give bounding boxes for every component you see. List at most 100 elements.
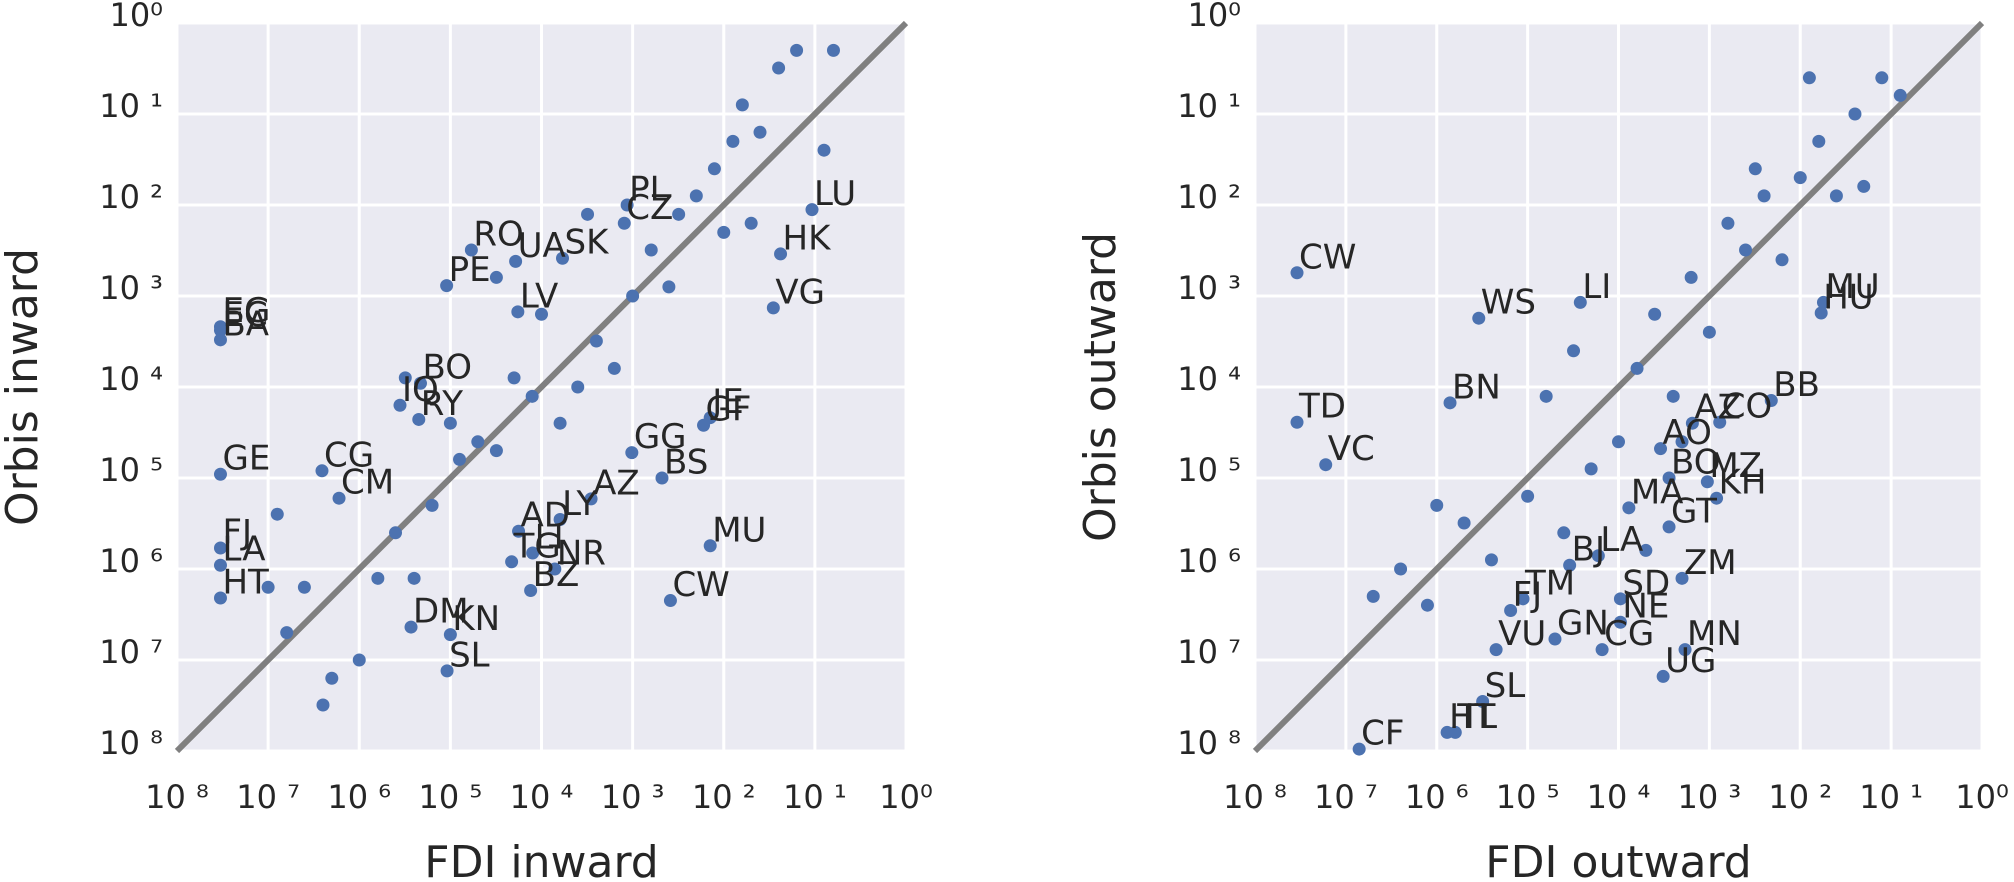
point-label: EC	[222, 295, 267, 335]
point-label: SL	[449, 635, 490, 675]
point-label: SK	[564, 223, 610, 263]
point	[512, 524, 526, 538]
point	[655, 471, 669, 485]
point-label: IQ	[402, 370, 439, 410]
point	[325, 671, 339, 685]
point	[1757, 189, 1771, 203]
point-label: BO	[422, 348, 472, 388]
point	[817, 143, 831, 157]
point	[584, 492, 598, 506]
y-tick-label: 10 ⁷	[1177, 633, 1241, 671]
point-label: AZ	[593, 463, 640, 503]
point	[717, 225, 731, 239]
point	[213, 591, 227, 605]
point-label: VU	[1498, 614, 1546, 654]
point	[525, 389, 539, 403]
point	[1775, 253, 1789, 267]
point	[805, 203, 819, 217]
point-label: WS	[1481, 283, 1536, 323]
point-label: CW	[1299, 237, 1356, 277]
point	[581, 207, 595, 221]
point	[571, 380, 585, 394]
point	[1352, 742, 1366, 756]
point-label: LV	[520, 276, 558, 316]
point	[617, 216, 631, 230]
point-label: TG	[513, 526, 561, 566]
point	[505, 555, 519, 569]
point	[735, 98, 749, 112]
x-tick-label: 10 ¹	[783, 778, 847, 816]
x-tick-label: 10⁰	[1955, 778, 2009, 816]
point	[526, 546, 540, 560]
y-tick-label: 10 ³	[99, 269, 163, 307]
point-label: HT	[1449, 697, 1496, 737]
point-label: SD	[1622, 563, 1670, 603]
y-tick-label: 10 ⁶	[99, 542, 163, 580]
point-label: BJ	[1572, 530, 1605, 570]
point	[1613, 615, 1627, 629]
point-label: GE	[222, 439, 270, 479]
point	[1802, 71, 1816, 85]
x-tick-label: 10 ⁶	[327, 778, 391, 816]
point-label: CZ	[626, 188, 673, 228]
point-label: CO	[1722, 387, 1773, 427]
point	[626, 289, 640, 303]
point	[1639, 543, 1653, 557]
point-label: UG	[1665, 641, 1716, 681]
point	[507, 371, 521, 385]
point-label: FJ	[222, 513, 252, 553]
point	[826, 43, 840, 57]
point	[1591, 549, 1605, 563]
y-tick-label: 10 ³	[1177, 269, 1241, 307]
point	[1814, 306, 1828, 320]
point	[662, 280, 676, 294]
point	[689, 189, 703, 203]
point-label: PE	[449, 250, 491, 290]
point-label: HU	[1823, 278, 1873, 318]
point-label: GG	[634, 417, 687, 457]
x-tick-label: 10 ⁷	[236, 778, 300, 816]
point	[1420, 598, 1434, 612]
x-tick-label: 10 ¹	[1859, 778, 1923, 816]
point	[774, 247, 788, 261]
point	[772, 61, 786, 75]
x-tick-label: 10⁰	[879, 778, 933, 816]
y-axis-label: Orbis outward	[1075, 232, 1126, 542]
point	[672, 207, 686, 221]
point	[744, 216, 758, 230]
point	[511, 305, 525, 319]
point	[213, 558, 227, 572]
point	[440, 664, 454, 678]
point	[1648, 307, 1662, 321]
point	[371, 571, 385, 585]
y-tick-label: 10⁰	[109, 0, 163, 34]
y-tick-label: 10 ⁴	[1177, 360, 1241, 398]
point	[407, 571, 421, 585]
point	[1584, 462, 1598, 476]
point	[644, 243, 658, 257]
point-label: ZM	[1684, 543, 1737, 583]
y-tick-label: 10 ⁵	[99, 451, 163, 489]
point-label: LI	[1582, 267, 1611, 307]
point-label: PL	[629, 170, 669, 210]
y-tick-label: 10 ⁸	[99, 724, 163, 762]
point	[555, 251, 569, 265]
point	[1448, 725, 1462, 739]
point-label: LU	[814, 174, 856, 214]
point	[1893, 88, 1907, 102]
point	[1656, 669, 1670, 683]
point	[707, 162, 721, 176]
point-label: MA	[1631, 472, 1684, 512]
point	[1675, 435, 1689, 449]
point	[1319, 458, 1333, 472]
point-label: TD	[1298, 387, 1346, 427]
point-label: MZ	[1709, 446, 1762, 486]
point-label: BS	[664, 443, 708, 483]
point-label: DM	[413, 592, 469, 632]
point	[1684, 270, 1698, 284]
point	[1366, 589, 1380, 603]
point-label: MN	[1687, 614, 1742, 654]
x-tick-label: 10 ⁴	[1587, 778, 1651, 816]
point	[1290, 415, 1304, 429]
point-label: JE	[710, 382, 744, 422]
